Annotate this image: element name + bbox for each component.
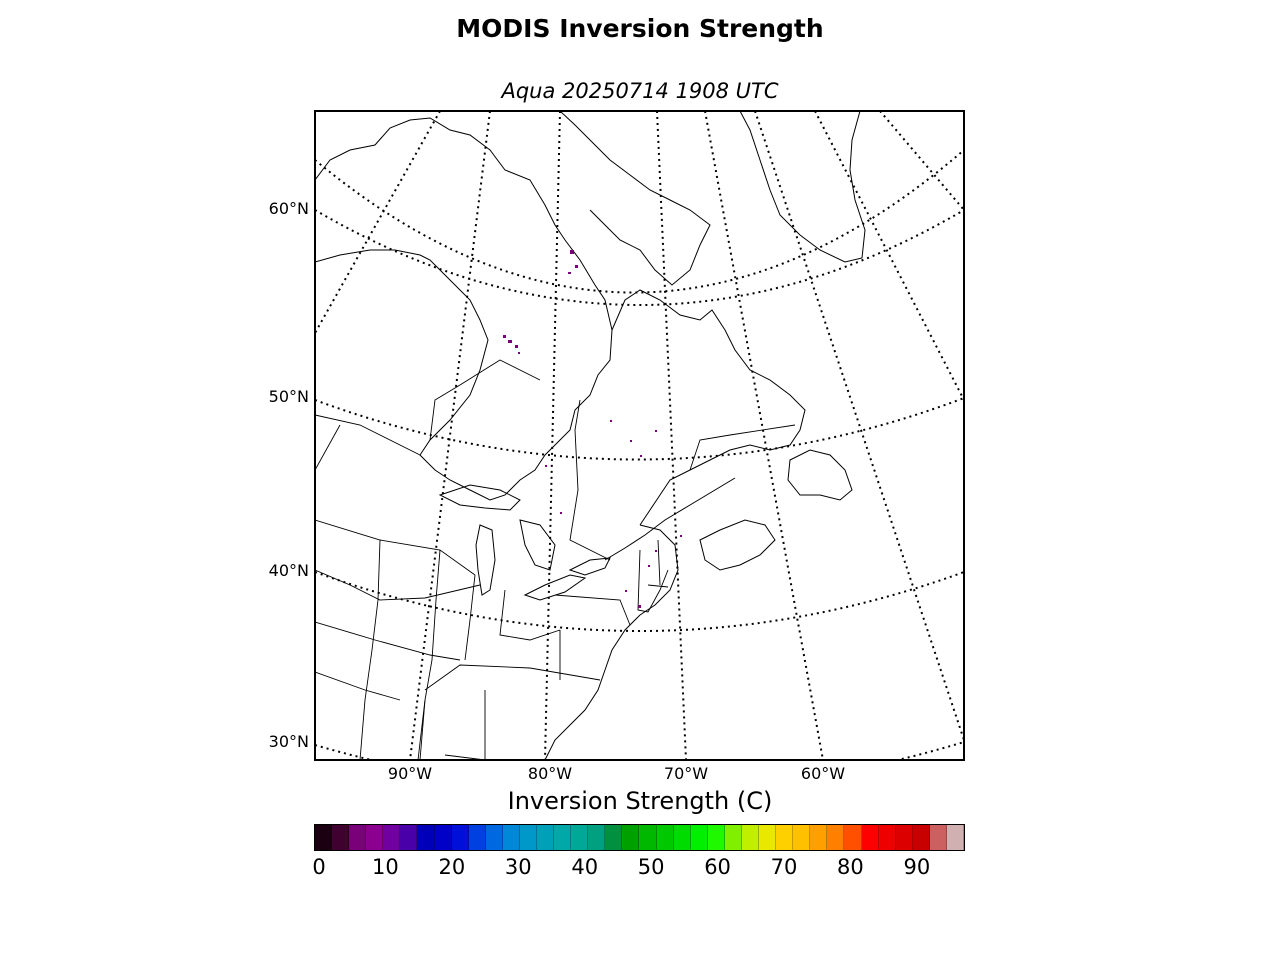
colorbar-tick-label: 80 [837,855,864,879]
lon-label-80w: 80°W [527,764,573,783]
colorbar-tick-label: 20 [438,855,466,879]
colorbar-segment [827,825,845,850]
colorbar-tick-label: 50 [637,855,665,879]
lat-label-50n: 50°N [268,387,309,406]
lat-label-40n: 40°N [268,561,309,580]
colorbar-tick-label: 70 [770,855,798,879]
colorbar-segment [485,825,503,850]
coastline-quebec-labrador [611,289,806,526]
colorbar-segment [434,825,452,850]
colorbar-segment [929,825,947,850]
colorbar-segment [315,825,333,850]
map-land [315,111,866,760]
colorbar-segment [502,825,520,850]
colorbar-tick-label: 30 [504,855,532,879]
lake-huron [519,519,556,571]
coastline-baffin [559,111,711,286]
coastline-nova-scotia [699,519,776,571]
colorbar-segment [878,825,896,850]
lake-erie [523,574,587,601]
colorbar-segment [861,825,879,850]
colorbar-segment [776,825,794,850]
colorbar-segment [639,825,657,850]
meridian-100w [315,111,441,334]
colorbar-tick-label: 10 [372,855,399,879]
colorbar-segment [895,825,913,850]
colorbar-tick-label: 40 [571,855,599,879]
meridian-30w [879,111,964,211]
parallel-55n [315,149,964,294]
parallel-60n [315,209,964,306]
colorbar-tick-label: 0 [312,855,326,879]
colorbar-segment [366,825,384,850]
lake-michigan [475,524,496,596]
colorbar-tick-label: 60 [704,855,731,879]
graticule [315,111,964,760]
river-st-lawrence [604,477,736,561]
lon-label-90w: 90°W [387,764,433,783]
meridian-90w [409,111,491,760]
colorbar-segment [673,825,691,850]
meridian-80w [544,111,561,760]
colorbar-segment [707,825,725,850]
colorbar [314,824,965,851]
colorbar-segment [622,825,640,850]
colorbar-segment [332,825,350,850]
coastline-greenland [739,111,866,263]
colorbar-title: Inversion Strength (C) [507,787,773,815]
colorbar-segment [793,825,811,850]
lat-label-30n: 30°N [268,732,309,751]
figure-subtitle: Aqua 20250714 1908 UTC [501,79,779,103]
map-frame [314,110,965,761]
colorbar-segment [605,825,623,850]
colorbar-segment [400,825,418,850]
lake-ontario [568,557,611,576]
colorbar-segment [844,825,862,850]
colorbar-segment [383,825,401,850]
colorbar-segment [537,825,555,850]
colorbar-segment [519,825,538,850]
colorbar-segment [946,825,964,850]
colorbar-segment [588,825,606,850]
colorbar-segment [468,825,486,850]
meridian-70w [656,111,687,760]
meridian-60w [704,111,824,760]
colorbar-segment [690,825,708,850]
lon-label-60w: 60°W [800,764,846,783]
meridian-40w [814,111,964,401]
parallel-50n [315,397,964,461]
coastline-atlantic [544,524,679,760]
colorbar-segment [810,825,828,850]
data-pixels [503,250,682,608]
colorbar-segment [417,825,435,850]
meridian-50w [754,111,964,741]
colorbar-segment [451,825,469,850]
colorbar-segment [759,825,777,850]
colorbar-segment [554,825,572,850]
colorbar-tick-label: 90 [903,855,931,879]
lon-label-70w: 70°W [663,764,709,783]
coastline-hudson-bay [315,117,613,501]
colorbar-segment [656,825,674,850]
admin-boundaries [315,359,796,760]
lat-label-60n: 60°N [268,199,309,218]
colorbar-segment [741,825,760,850]
colorbar-segment [724,825,742,850]
colorbar-segment [571,825,589,850]
figure-title: MODIS Inversion Strength [456,14,824,43]
colorbar-segment [912,825,930,850]
lake-superior [438,484,521,511]
colorbar-segment [349,825,367,850]
parallel-40n [315,571,964,632]
coastline-newfoundland [787,449,853,501]
